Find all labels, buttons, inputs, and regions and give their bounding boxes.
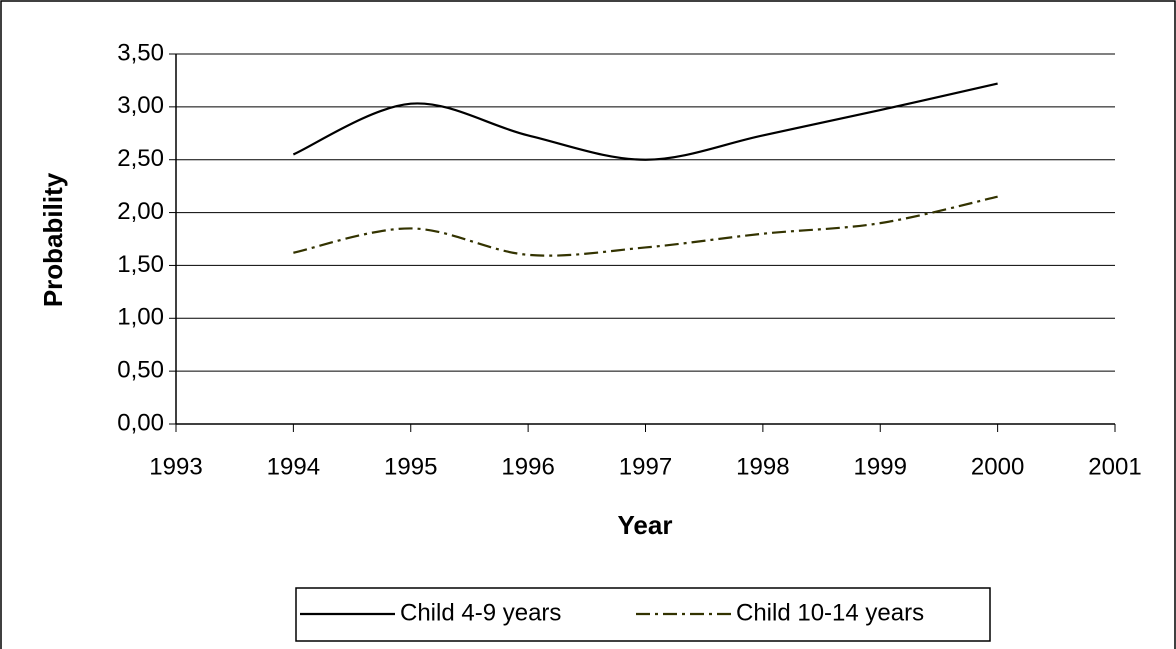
x-tick-label: 2001 bbox=[1088, 453, 1141, 480]
y-tick-label: 2,50 bbox=[117, 145, 164, 172]
series-line bbox=[292, 82, 998, 161]
y-tick-label: 1,00 bbox=[117, 304, 164, 331]
x-tick-label: 1997 bbox=[619, 453, 672, 480]
x-tick-label: 1999 bbox=[854, 453, 907, 480]
x-tick-label: 1995 bbox=[384, 453, 437, 480]
x-tick-label: 1998 bbox=[736, 453, 789, 480]
y-tick-label: 3,50 bbox=[117, 39, 164, 66]
legend-label: Child 10-14 years bbox=[736, 599, 924, 626]
y-tick-label: 0,50 bbox=[117, 356, 164, 383]
x-tick-label: 1996 bbox=[501, 453, 554, 480]
y-axis-title: Probability bbox=[38, 172, 68, 307]
y-tick-label: 0,00 bbox=[117, 409, 164, 436]
x-tick-label: 2000 bbox=[971, 453, 1024, 480]
y-tick-label: 3,00 bbox=[117, 92, 164, 119]
y-tick-label: 2,00 bbox=[117, 198, 164, 225]
x-tick-label: 1994 bbox=[267, 453, 320, 480]
y-tick-label: 1,50 bbox=[117, 251, 164, 278]
x-tick-label: 1993 bbox=[149, 453, 202, 480]
legend-label: Child 4-9 years bbox=[400, 599, 561, 626]
series-line bbox=[293, 195, 998, 257]
x-axis-title: Year bbox=[618, 510, 673, 540]
